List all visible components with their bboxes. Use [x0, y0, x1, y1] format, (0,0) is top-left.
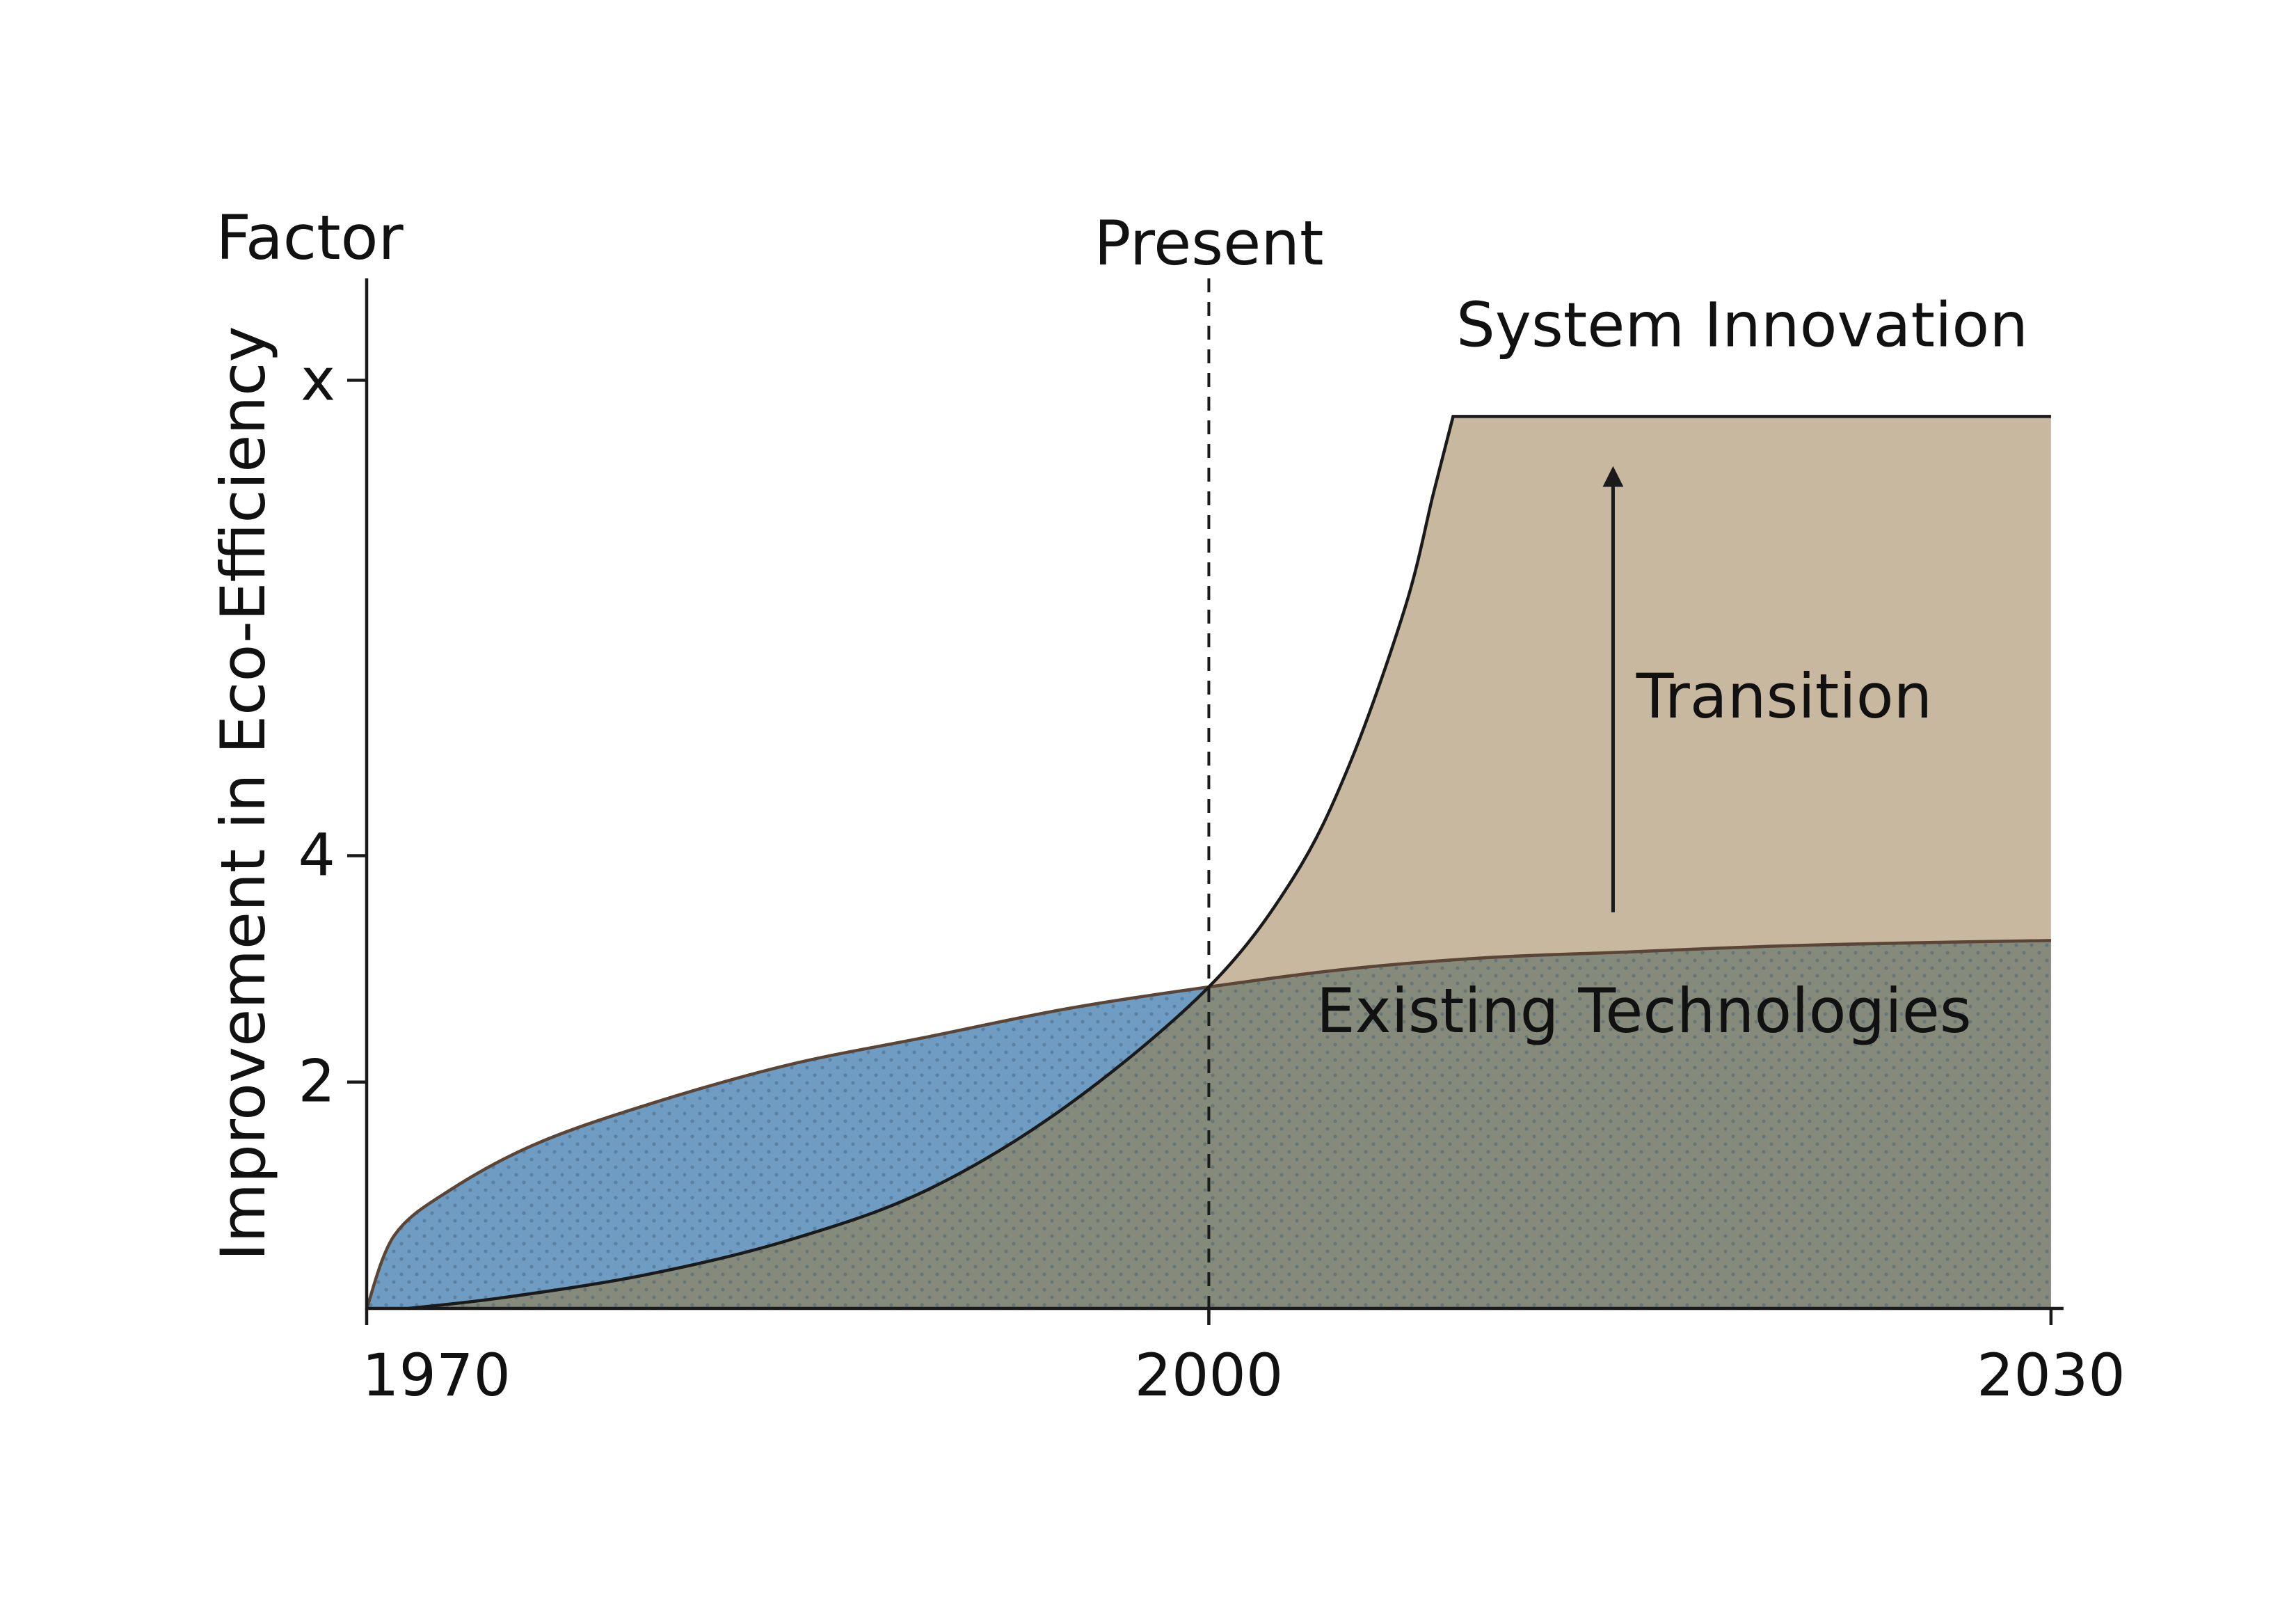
y-ticks: 2 4 x — [298, 345, 367, 1116]
annotations: System Innovation Transition Existing Tech… — [1316, 290, 2028, 1047]
annotation-label: Existing Technologies — [1316, 975, 1972, 1047]
x-tick-label: 2000 — [1135, 1341, 1284, 1409]
y-tick-label: 4 — [298, 821, 335, 889]
y-tick-label: x — [301, 345, 335, 413]
x-tick-label: 2030 — [1977, 1341, 2126, 1409]
y-tick-label: 2 — [298, 1047, 335, 1116]
existing-technologies-line — [365, 939, 2051, 1309]
plot-areas — [365, 415, 2051, 1311]
present-label: Present — [1094, 207, 1323, 279]
annotation-label: System Innovation — [1456, 290, 2028, 361]
x-tick-label: 1970 — [362, 1341, 511, 1409]
system-innovation-line — [408, 415, 2051, 1311]
dot-pattern-area — [367, 940, 2051, 1308]
x-ticks: 1970 2000 2030 — [362, 1308, 2126, 1409]
y-axis-unit-label: Factor — [216, 202, 404, 274]
y-axis-title: Improvement in Eco-Efficiency — [207, 326, 279, 1260]
annotation-label: Transition — [1636, 660, 1933, 732]
